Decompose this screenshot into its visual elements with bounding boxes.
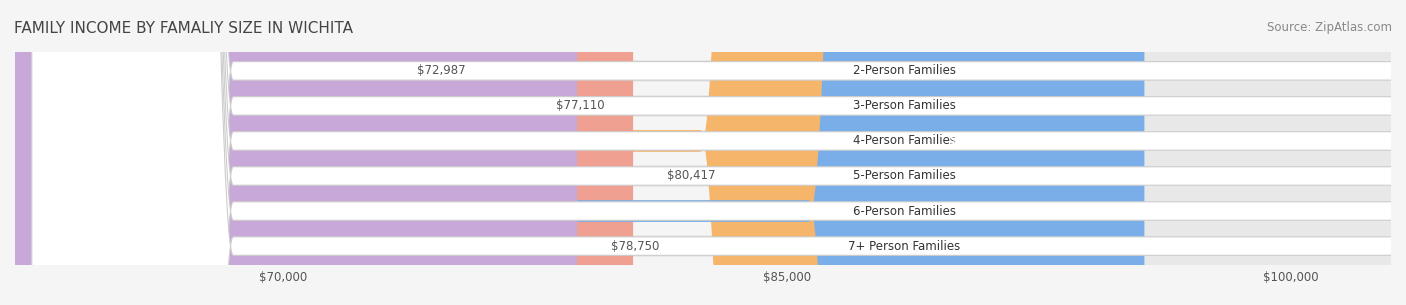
Text: 3-Person Families: 3-Person Families [853,99,956,113]
FancyBboxPatch shape [32,0,1406,305]
FancyBboxPatch shape [32,0,1406,305]
Text: 5-Person Families: 5-Person Families [853,170,956,182]
Text: 6-Person Families: 6-Person Families [853,205,956,217]
FancyBboxPatch shape [15,0,1391,305]
FancyBboxPatch shape [15,0,1144,305]
Text: 7+ Person Families: 7+ Person Families [848,239,960,253]
Text: $77,110: $77,110 [555,99,605,113]
FancyBboxPatch shape [32,0,1406,305]
FancyBboxPatch shape [15,0,522,305]
Text: $78,750: $78,750 [610,239,659,253]
Text: $92,422: $92,422 [949,135,1002,147]
FancyBboxPatch shape [15,0,1391,305]
FancyBboxPatch shape [15,0,576,305]
FancyBboxPatch shape [32,0,1406,305]
Text: $80,417: $80,417 [666,170,716,182]
Text: $72,987: $72,987 [418,64,465,77]
Text: 2-Person Families: 2-Person Families [853,64,956,77]
Text: Source: ZipAtlas.com: Source: ZipAtlas.com [1267,21,1392,34]
FancyBboxPatch shape [15,0,1391,305]
Text: FAMILY INCOME BY FAMALIY SIZE IN WICHITA: FAMILY INCOME BY FAMALIY SIZE IN WICHITA [14,21,353,36]
FancyBboxPatch shape [15,0,1391,305]
FancyBboxPatch shape [32,0,1406,305]
FancyBboxPatch shape [15,0,1391,305]
Text: 4-Person Families: 4-Person Families [853,135,956,147]
FancyBboxPatch shape [32,0,1406,305]
FancyBboxPatch shape [15,0,1391,305]
FancyBboxPatch shape [15,0,384,305]
FancyBboxPatch shape [15,0,1036,305]
FancyBboxPatch shape [15,0,633,305]
Text: $95,652: $95,652 [1057,205,1111,217]
